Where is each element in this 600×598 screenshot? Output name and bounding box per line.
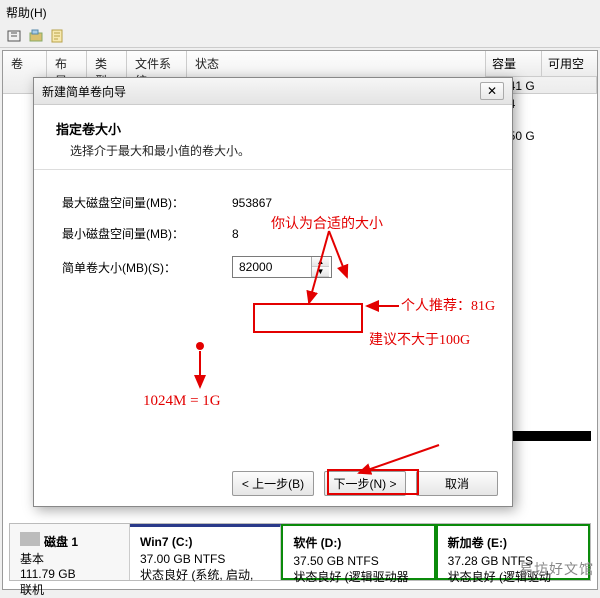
disk-row: 磁盘 1 基本 111.79 GB 联机 Win7 (C:) 37.00 GB … — [9, 523, 591, 581]
free-column: 可用空 — [541, 51, 597, 77]
col-free[interactable]: 可用空 — [542, 51, 597, 77]
size-label: 简单卷大小(MB)(S)： — [62, 259, 232, 276]
spin-up-icon[interactable]: ▲ — [312, 257, 329, 267]
dialog-titlebar: 新建简单卷向导 ✕ — [34, 78, 512, 105]
disk-name: 磁盘 1 — [44, 535, 78, 549]
cancel-button[interactable]: 取消 — [416, 471, 498, 496]
dialog-title: 新建简单卷向导 — [42, 83, 126, 100]
toolbar-icon-3[interactable] — [50, 28, 66, 44]
min-space-value: 8 — [232, 227, 342, 241]
partition-c[interactable]: Win7 (C:) 37.00 GB NTFS 状态良好 (系统, 启动, — [130, 524, 281, 580]
disk-state: 联机 — [20, 581, 119, 598]
size-input[interactable] — [233, 258, 311, 276]
dialog-header: 指定卷大小 选择介于最大和最小值的卷大小。 — [34, 105, 512, 170]
back-button[interactable]: < 上一步(B) — [232, 471, 314, 496]
disk-size: 111.79 GB — [20, 567, 119, 581]
toolbar — [0, 25, 600, 48]
dialog-heading: 指定卷大小 — [56, 122, 121, 137]
spin-down-icon[interactable]: ▼ — [312, 267, 329, 277]
col-capacity[interactable]: 容量 — [486, 51, 541, 77]
dialog-body: 最大磁盘空间量(MB)： 953867 最小磁盘空间量(MB)： 8 简单卷大小… — [34, 170, 512, 470]
close-icon[interactable]: ✕ — [480, 82, 504, 100]
part-d-size: 37.50 GB NTFS — [293, 554, 423, 568]
size-spinner[interactable]: ▲▼ — [232, 256, 332, 278]
part-c-size: 37.00 GB NTFS — [140, 552, 270, 566]
part-c-state: 状态良好 (系统, 启动, — [140, 566, 270, 583]
wizard-dialog: 新建简单卷向导 ✕ 指定卷大小 选择介于最大和最小值的卷大小。 最大磁盘空间量(… — [33, 77, 513, 507]
toolbar-icon-1[interactable] — [6, 28, 22, 44]
part-d-state: 状态良好 (逻辑驱动器 — [293, 568, 423, 585]
toolbar-icon-2[interactable] — [28, 28, 44, 44]
max-space-label: 最大磁盘空间量(MB)： — [62, 194, 232, 211]
main-area: 卷 布局 类型 文件系统 状态 容量 21.41 G 6.44 GB 15.50… — [2, 50, 598, 590]
part-c-name: Win7 (C:) — [140, 535, 270, 549]
disk-label: 磁盘 1 基本 111.79 GB 联机 — [10, 524, 130, 580]
part-d-name: 软件 (D:) — [293, 534, 423, 551]
partition-d[interactable]: 软件 (D:) 37.50 GB NTFS 状态良好 (逻辑驱动器 — [281, 524, 435, 580]
watermark: 易坊好文馆 — [519, 559, 594, 579]
next-button[interactable]: 下一步(N) > — [324, 471, 406, 496]
min-space-label: 最小磁盘空间量(MB)： — [62, 225, 232, 242]
menu-help[interactable]: 帮助(H) — [6, 6, 47, 20]
dialog-subheading: 选择介于最大和最小值的卷大小。 — [70, 142, 490, 159]
menubar: 帮助(H) — [0, 0, 600, 25]
dialog-footer: < 上一步(B) 下一步(N) > 取消 — [232, 471, 498, 496]
part-e-name: 新加卷 (E:) — [448, 534, 578, 551]
disk-type: 基本 — [20, 550, 119, 567]
disk-icon — [20, 532, 40, 546]
max-space-value: 953867 — [232, 196, 342, 210]
